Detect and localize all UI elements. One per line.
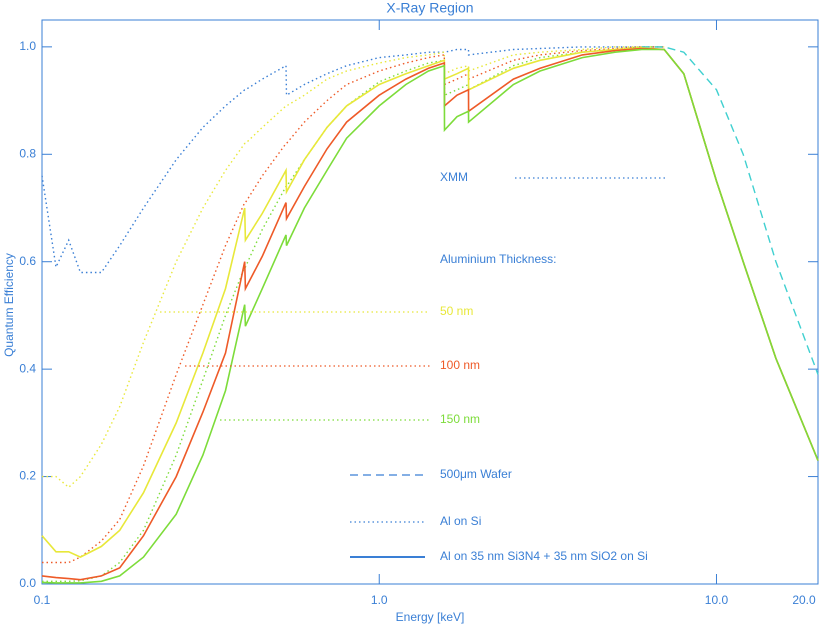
legend-label: 100 nm — [440, 358, 480, 372]
series-line — [41, 48, 819, 584]
series-line — [41, 47, 819, 581]
y-tick-label: 0.4 — [19, 361, 36, 375]
y-tick-label: 0.8 — [19, 146, 36, 160]
chart-title: X-Ray Region — [386, 0, 473, 16]
series-line — [641, 46, 819, 375]
x-tick-label: 0.1 — [34, 593, 51, 607]
x-tick-label: 10.0 — [705, 593, 729, 607]
x-tick-label: 1.0 — [371, 593, 388, 607]
x-tick-label: 20.0 — [792, 593, 816, 607]
y-tick-label: 0.6 — [19, 254, 36, 268]
series-line — [41, 46, 665, 274]
y-tick-label: 1.0 — [19, 39, 36, 53]
series-line — [42, 46, 665, 564]
legend-label: 150 nm — [440, 412, 480, 426]
legend-label: Al on 35 nm Si3N4 + 35 nm SiO2 on Si — [440, 549, 648, 563]
annotation: Aluminium Thickness: — [440, 252, 556, 266]
y-axis-label: Quantum Efficiency — [2, 253, 16, 357]
legend-label: 500μm Wafer — [440, 467, 512, 481]
series-line — [42, 46, 665, 582]
y-tick-label: 0.2 — [19, 469, 36, 483]
legend-label: Al on Si — [440, 514, 481, 528]
x-axis-label: Energy [keV] — [396, 610, 465, 624]
legend-label: 50 nm — [440, 304, 473, 318]
legend-label: XMM — [440, 170, 468, 184]
plot-frame — [41, 19, 819, 585]
y-tick-label: 0.0 — [19, 576, 36, 590]
